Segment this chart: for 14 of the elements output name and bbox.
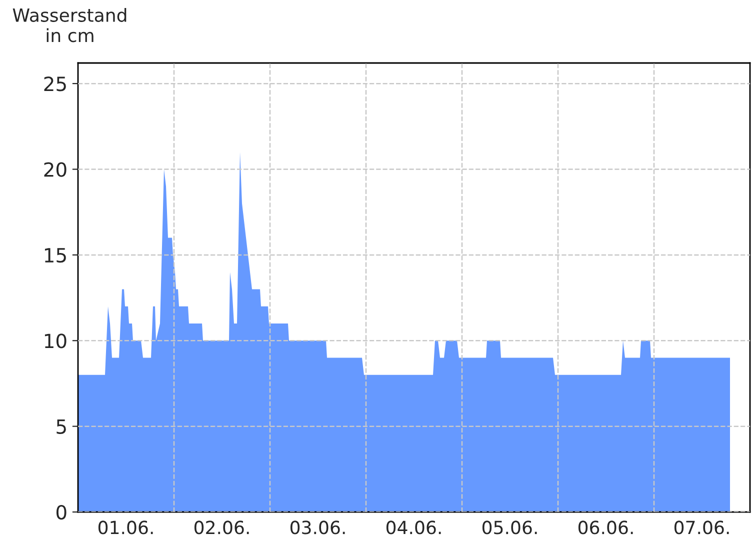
x-tick-label: 04.06. [386,520,441,534]
y-tick-label: 0 [56,504,66,520]
y-tick-label: 5 [56,420,66,434]
y-tick-label: 20 [44,162,66,177]
y-tick-label: 15 [44,248,66,263]
x-tick-label: 06.06. [578,520,633,534]
x-tick-label: 07.06. [674,520,729,534]
y-axis-title: Wasserstand in cm [12,8,126,42]
x-tick-label: 05.06. [482,520,537,534]
y-tick-label: 10 [44,334,66,348]
x-tick-label: 01.06. [98,520,153,534]
x-tick-label: 02.06. [194,520,249,534]
x-tick-label: 03.06. [290,520,345,534]
y-tick-label: 25 [44,76,66,92]
